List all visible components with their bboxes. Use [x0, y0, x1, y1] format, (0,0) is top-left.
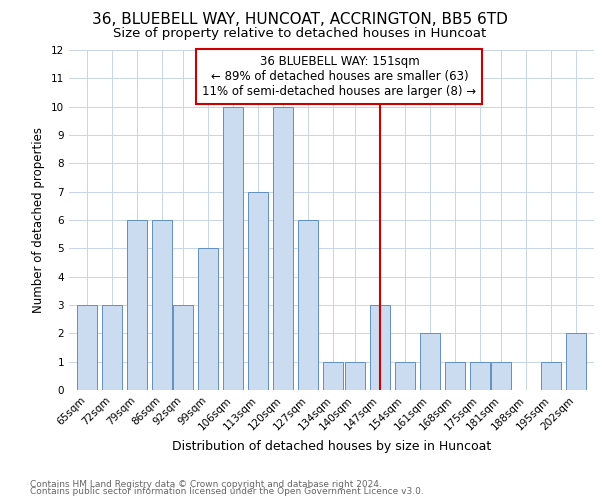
Bar	[445, 362, 464, 390]
Bar	[491, 362, 511, 390]
Bar	[223, 106, 243, 390]
Bar	[470, 362, 490, 390]
Bar	[199, 248, 218, 390]
Text: 36, BLUEBELL WAY, HUNCOAT, ACCRINGTON, BB5 6TD: 36, BLUEBELL WAY, HUNCOAT, ACCRINGTON, B…	[92, 12, 508, 28]
Y-axis label: Number of detached properties: Number of detached properties	[32, 127, 46, 313]
Text: Contains HM Land Registry data © Crown copyright and database right 2024.: Contains HM Land Registry data © Crown c…	[30, 480, 382, 489]
Bar	[420, 334, 440, 390]
Bar	[248, 192, 268, 390]
X-axis label: Distribution of detached houses by size in Huncoat: Distribution of detached houses by size …	[172, 440, 491, 453]
Bar	[298, 220, 318, 390]
Bar	[323, 362, 343, 390]
Bar	[127, 220, 146, 390]
Bar	[77, 305, 97, 390]
Text: Size of property relative to detached houses in Huncoat: Size of property relative to detached ho…	[113, 28, 487, 40]
Bar	[541, 362, 561, 390]
Text: 36 BLUEBELL WAY: 151sqm
← 89% of detached houses are smaller (63)
11% of semi-de: 36 BLUEBELL WAY: 151sqm ← 89% of detache…	[202, 55, 476, 98]
Bar	[370, 305, 389, 390]
Bar	[274, 106, 293, 390]
Bar	[152, 220, 172, 390]
Bar	[395, 362, 415, 390]
Bar	[173, 305, 193, 390]
Bar	[345, 362, 365, 390]
Bar	[102, 305, 122, 390]
Bar	[566, 334, 586, 390]
Text: Contains public sector information licensed under the Open Government Licence v3: Contains public sector information licen…	[30, 487, 424, 496]
